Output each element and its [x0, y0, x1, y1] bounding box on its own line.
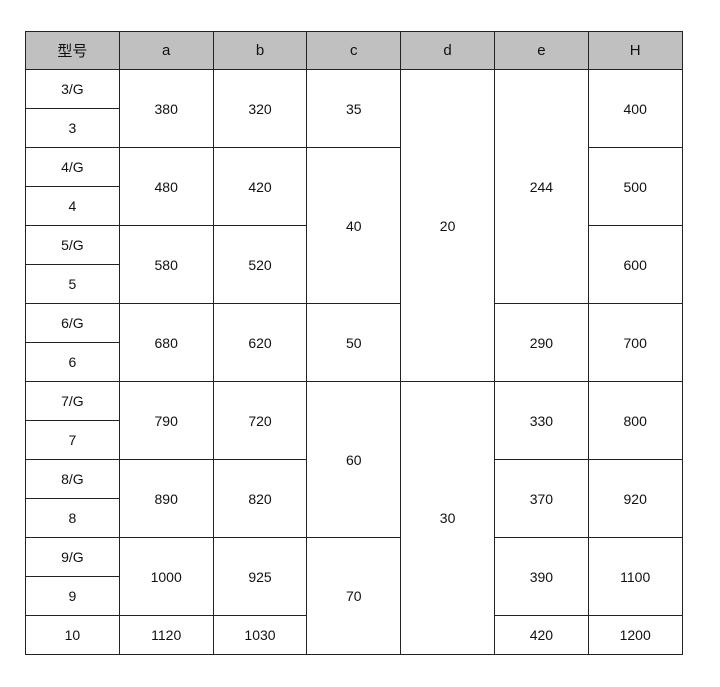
- cell-h: 600: [587, 225, 683, 304]
- cell-model: 8: [25, 498, 120, 538]
- table-row: 10 1120 1030 420 1200: [25, 615, 683, 655]
- table-row: 7: [25, 420, 683, 460]
- cell-model: 7/G: [25, 381, 120, 421]
- cell-e: 290: [493, 303, 589, 382]
- cell-a: 680: [118, 303, 214, 382]
- cell-h: 400: [587, 69, 683, 148]
- header-d: d: [400, 31, 495, 70]
- table-row: 8/G 890 820 370 920: [25, 459, 683, 538]
- cell-a: 1000: [118, 537, 214, 616]
- cell-h: 800: [587, 381, 683, 460]
- header-row: 型号 a b c d e H: [25, 31, 683, 70]
- cell-a: 580: [118, 225, 214, 304]
- table-row: 9: [25, 576, 683, 616]
- header-model: 型号: [25, 31, 120, 70]
- cell-h: 1100: [587, 537, 683, 616]
- cell-c: 50: [306, 303, 402, 382]
- dimension-table: 型号 a b c d e H 3/G 380 320 35 20 244 400 3 4/G 48…: [25, 31, 683, 655]
- cell-model: 6: [25, 342, 120, 382]
- cell-a: 890: [118, 459, 214, 538]
- header-c: c: [306, 31, 402, 70]
- cell-model: 5: [25, 264, 120, 304]
- cell-b: 720: [212, 381, 308, 460]
- cell-c: 35: [306, 69, 402, 148]
- cell-e: 330: [493, 381, 589, 460]
- table-row: 7/G 790 720 60 30 330 800: [25, 381, 683, 655]
- cell-b: 520: [212, 225, 308, 304]
- cell-model: 3/G: [25, 69, 120, 109]
- cell-h: 500: [587, 147, 683, 226]
- cell-a: 1120: [118, 615, 214, 655]
- cell-model: 4: [25, 186, 120, 226]
- cell-model: 3: [25, 108, 120, 148]
- cell-model: 5/G: [25, 225, 120, 265]
- cell-d: 20: [400, 69, 495, 382]
- cell-model: 8/G: [25, 459, 120, 499]
- header-h: H: [587, 31, 683, 70]
- cell-b: 925: [212, 537, 308, 616]
- header-e: e: [493, 31, 589, 70]
- cell-model: 6/G: [25, 303, 120, 343]
- cell-b: 420: [212, 147, 308, 226]
- table-row: 3: [25, 108, 683, 148]
- cell-e: 390: [493, 537, 589, 616]
- cell-model: 10: [25, 615, 120, 655]
- table-row: 6/G 680 620 50 290 700: [25, 303, 683, 382]
- cell-e: 370: [493, 459, 589, 538]
- cell-model: 9: [25, 576, 120, 616]
- table-row: 5/G 580 520 600: [25, 225, 683, 304]
- cell-a: 480: [118, 147, 214, 226]
- cell-d: 30: [400, 381, 495, 655]
- cell-b: 1030: [212, 615, 308, 655]
- cell-c: 40: [306, 147, 402, 304]
- table-row: 9/G 1000 925 70 390 1100: [25, 537, 683, 655]
- cell-model: 9/G: [25, 537, 120, 577]
- cell-b: 320: [212, 69, 308, 148]
- cell-e: 244: [493, 69, 589, 304]
- cell-h: 920: [587, 459, 683, 538]
- header-a: a: [118, 31, 214, 70]
- cell-model: 4/G: [25, 147, 120, 187]
- table-row: 4/G 480 420 40 500: [25, 147, 683, 304]
- cell-c: 70: [306, 537, 402, 655]
- table-row: 3/G 380 320 35 20 244 400: [25, 69, 683, 382]
- cell-b: 620: [212, 303, 308, 382]
- table-row: 6: [25, 342, 683, 382]
- cell-a: 380: [118, 69, 214, 148]
- cell-c: 60: [306, 381, 402, 538]
- cell-h: 1200: [587, 615, 683, 655]
- table-row: 4: [25, 186, 683, 226]
- header-b: b: [212, 31, 308, 70]
- cell-h: 700: [587, 303, 683, 382]
- cell-b: 820: [212, 459, 308, 538]
- cell-a: 790: [118, 381, 214, 460]
- cell-model: 7: [25, 420, 120, 460]
- cell-e: 420: [493, 615, 589, 655]
